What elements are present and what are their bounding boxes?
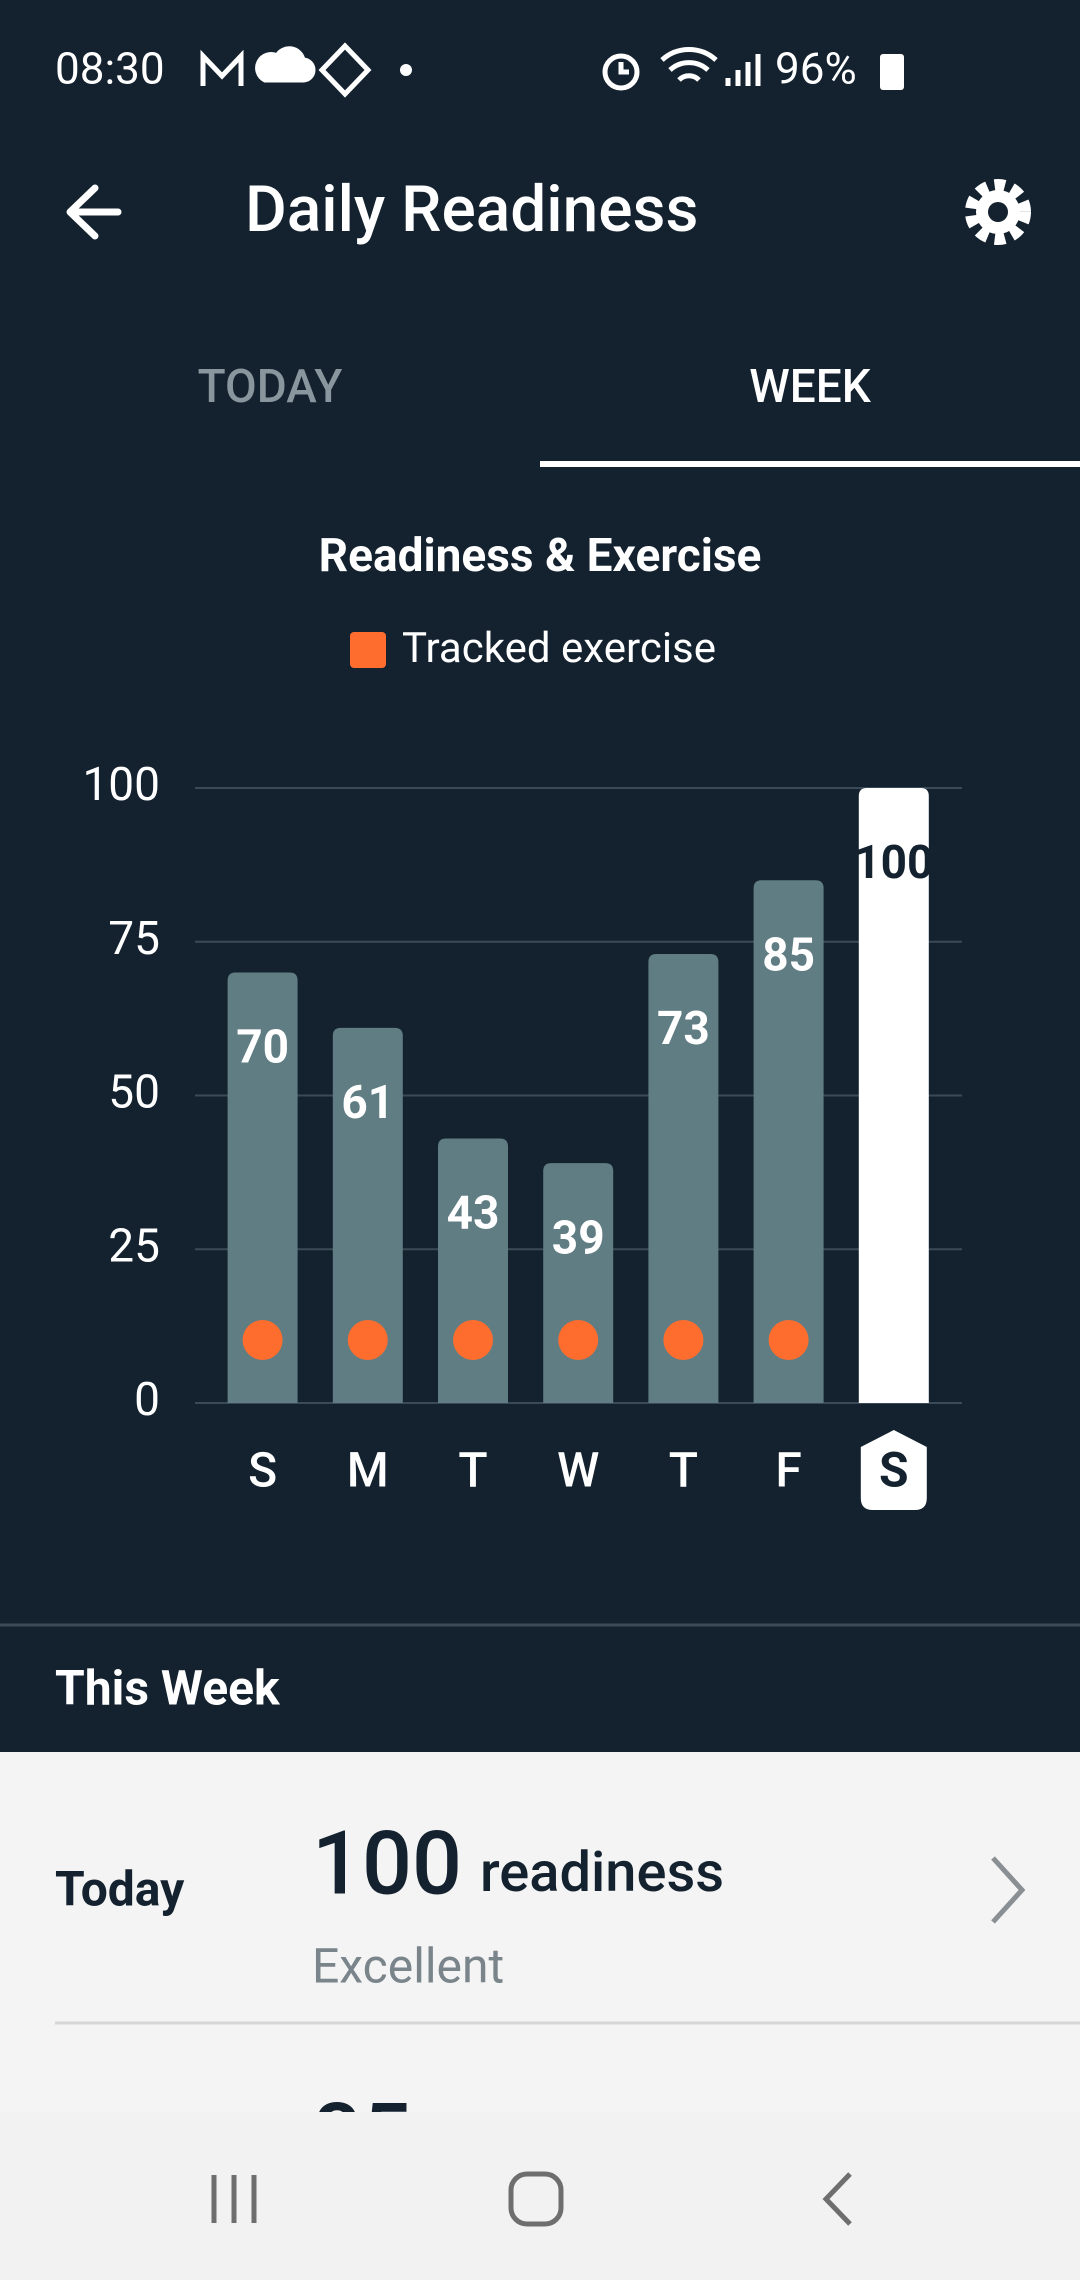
chevron — [991, 1856, 1026, 1924]
x-tick-label: W — [557, 1442, 599, 1499]
value-label: 61 — [341, 1076, 394, 1130]
value-label: 39 — [552, 1211, 605, 1265]
legend-swatch — [350, 632, 386, 668]
status-battery: 96% — [775, 43, 857, 95]
exercise-dot — [347, 1320, 388, 1360]
status-icons — [200, 42, 761, 98]
bar — [543, 1163, 614, 1403]
section-title: This Week — [55, 1660, 281, 1717]
x-tick-label: F — [775, 1442, 801, 1499]
value-label: 70 — [236, 1021, 289, 1075]
item-day: Today — [55, 1861, 185, 1918]
exercise-dot — [558, 1320, 599, 1360]
exercise-dot — [768, 1320, 809, 1360]
x-tick-label: T — [458, 1442, 487, 1499]
nav-icons[interactable] — [211, 2171, 852, 2227]
value-label: 100 — [854, 836, 933, 890]
item-unit: readiness — [480, 1839, 724, 1905]
chart-title: Readiness & Exercise — [319, 529, 762, 583]
y-tick-label: 50 — [108, 1066, 160, 1120]
header-title: Daily Readiness — [245, 172, 698, 247]
x-tick-label: S — [879, 1442, 909, 1499]
settings-button[interactable] — [965, 179, 1031, 245]
bar — [648, 954, 719, 1403]
plot: 0 25 50 75 100 70 S 61 M 43 T 39 W 73 T 85 F 100 S — [82, 758, 962, 1510]
selected-day-badge — [860, 1430, 927, 1510]
value-label: 43 — [447, 1187, 500, 1241]
x-tick-label: M — [347, 1442, 389, 1499]
x-tick-label: T — [669, 1442, 698, 1499]
exercise-dot — [242, 1320, 283, 1360]
item-score: 100 — [312, 1812, 462, 1915]
status-time: 08:30 — [55, 43, 165, 95]
tab-today[interactable]: TODAY — [198, 360, 343, 414]
x-tick-label: S — [248, 1442, 277, 1499]
legend-label: Tracked exercise — [402, 624, 716, 673]
bar — [753, 880, 824, 1403]
bar — [227, 972, 298, 1403]
bar — [438, 1138, 508, 1403]
y-tick-label: 0 — [134, 1373, 160, 1427]
value-label: 73 — [657, 1002, 710, 1056]
exercise-dot — [453, 1320, 493, 1360]
bar — [332, 1027, 403, 1403]
tab-week[interactable]: WEEK — [749, 360, 871, 414]
list-item[interactable]: Today 100 readiness Excellent — [55, 1812, 1026, 1995]
value-label: 85 — [762, 928, 815, 982]
back-button[interactable] — [66, 184, 122, 240]
y-tick-label: 75 — [108, 912, 160, 966]
y-tick-label: 100 — [82, 758, 160, 812]
exercise-dot — [663, 1320, 704, 1360]
item-rating: Excellent — [312, 1938, 504, 1995]
tab-indicator — [540, 461, 1080, 467]
bar — [858, 788, 929, 1403]
nav-bar — [0, 2112, 1080, 2280]
battery-icon — [880, 54, 904, 90]
y-tick-label: 25 — [108, 1219, 160, 1273]
